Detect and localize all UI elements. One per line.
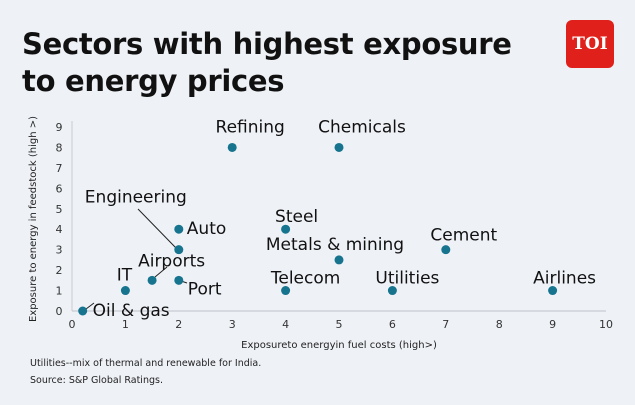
data-point [78, 306, 88, 316]
data-point [334, 142, 344, 152]
data-point [174, 245, 184, 255]
y-tick-label: 7 [56, 162, 63, 175]
x-tick-label: 4 [282, 318, 289, 331]
footnote: Utilities--mix of thermal and renewable … [30, 358, 262, 369]
data-point [334, 255, 344, 265]
point-label: Oil & gas [93, 301, 170, 321]
y-tick-label: 4 [56, 223, 63, 236]
chart-title: Sectors with highest exposure to energy p… [22, 27, 512, 98]
point-label: Utilities [375, 269, 439, 289]
leader-line [85, 302, 95, 310]
leader-line [154, 266, 168, 278]
y-tick-label: 8 [56, 141, 63, 154]
data-point [174, 275, 184, 285]
x-axis-label: Exposureto energyin fuel costs (high>) [241, 340, 437, 351]
x-tick-label: 0 [69, 318, 76, 331]
point-label: Steel [275, 207, 318, 227]
data-point [227, 142, 237, 152]
x-tick-label: 7 [442, 318, 449, 331]
y-tick-label: 5 [56, 203, 63, 216]
y-tick-label: 6 [56, 182, 63, 195]
x-tick-label: 9 [549, 318, 556, 331]
x-tick-label: 8 [496, 318, 503, 331]
point-label: Chemicals [318, 117, 406, 137]
data-point [281, 224, 291, 234]
point-label: Refining [216, 117, 285, 137]
data-point [387, 286, 397, 296]
point-label: Telecom [270, 269, 340, 289]
point-label: Engineering [85, 188, 187, 208]
y-tick-label: 3 [56, 244, 63, 257]
x-tick-label: 1 [122, 318, 129, 331]
x-tick-label: 10 [599, 318, 613, 331]
y-tick-label: 1 [56, 285, 63, 298]
source-note: Source: S&P Global Ratings. [30, 375, 163, 386]
x-tick-label: 5 [336, 318, 343, 331]
y-tick-label: 9 [56, 121, 63, 134]
data-point [548, 286, 558, 296]
point-label: Auto [187, 219, 226, 239]
x-tick-label: 2 [175, 318, 182, 331]
toi-logo: TOI [566, 20, 614, 68]
data-point [120, 286, 130, 296]
point-label: Airports [138, 251, 205, 271]
point-label: Port [188, 279, 222, 299]
x-tick-label: 6 [389, 318, 396, 331]
y-axis-label: Exposure to energy in feedstock (high >) [28, 116, 39, 322]
x-tick-label: 3 [229, 318, 236, 331]
point-label: IT [117, 266, 133, 286]
data-point [441, 245, 451, 255]
leader-line [137, 208, 177, 249]
data-point [281, 286, 291, 296]
data-point [174, 224, 184, 234]
point-label: Airlines [533, 269, 596, 289]
point-label: Metals & mining [266, 235, 404, 255]
y-tick-label: 2 [56, 264, 63, 277]
point-label: Cement [430, 226, 497, 246]
data-point [147, 275, 157, 285]
y-tick-label: 0 [56, 305, 63, 318]
